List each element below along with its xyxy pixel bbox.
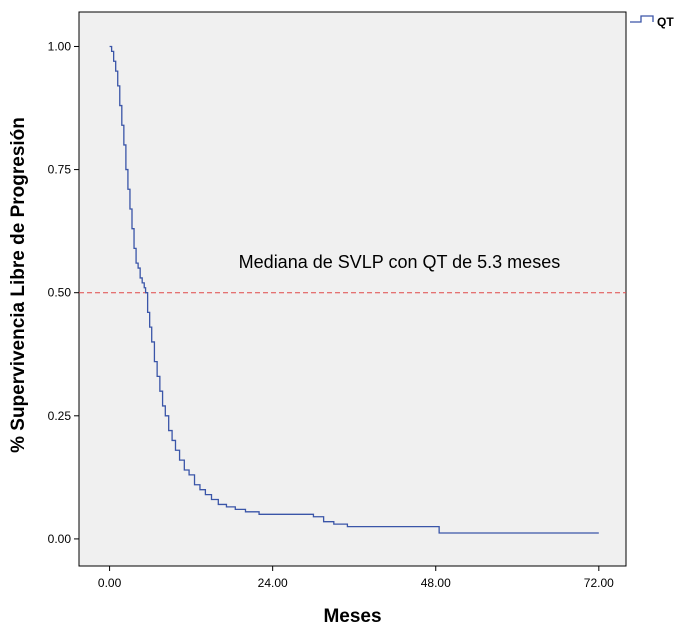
x-tick-label: 24.00 — [258, 576, 288, 590]
y-axis: 0.00 0.25 0.50 0.75 1.00 — [48, 39, 79, 546]
y-tick-label: 1.00 — [48, 39, 72, 53]
x-tick-label: 48.00 — [421, 576, 451, 590]
y-tick-label: 0.75 — [48, 163, 72, 177]
legend: QT — [630, 15, 674, 29]
series-line-qt — [109, 45, 599, 534]
x-tick-label: 72.00 — [584, 576, 614, 590]
x-tick-label: 0.00 — [98, 576, 122, 590]
legend-step-icon — [630, 15, 654, 23]
y-axis-title: % Supervivencia Libre de Progresión — [8, 117, 29, 453]
median-annotation: Mediana de SVLP con QT de 5.3 meses — [239, 252, 561, 272]
x-axis: 0.00 24.00 48.00 72.00 — [98, 566, 614, 590]
y-tick-label: 0.25 — [48, 409, 72, 423]
plot-area — [78, 11, 627, 567]
x-axis-title: Meses — [323, 606, 381, 626]
y-tick-label: 0.50 — [48, 286, 72, 300]
legend-label-qt: QT — [657, 15, 674, 29]
y-tick-label: 0.00 — [48, 532, 72, 546]
